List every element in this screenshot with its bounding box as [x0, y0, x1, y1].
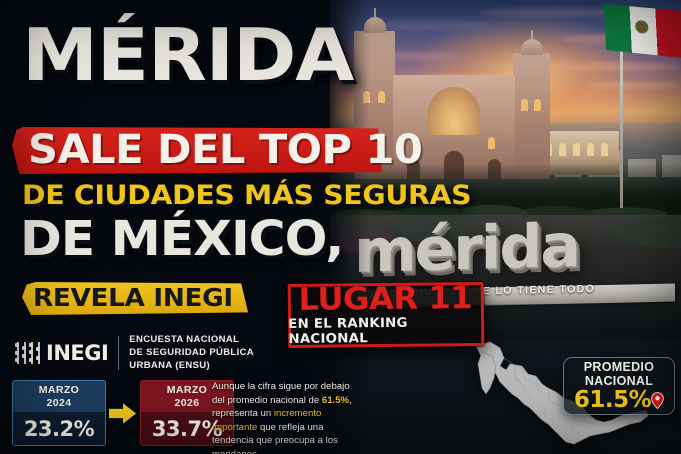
para-part-3: que refleja una tendencia que preocupa a… [212, 421, 338, 454]
source-row: INEGI ENCUESTA NACIONAL DE SEGURIDAD PÚB… [14, 334, 254, 372]
stat-period-2024: MARZO 2024 [13, 381, 105, 412]
stat-comparison: MARZO 2024 23.2% MARZO 2026 33.7% [12, 380, 234, 446]
stat-year-2024: 2024 [46, 396, 72, 409]
stat-month-2024: MARZO [38, 384, 80, 397]
cloud [360, 52, 460, 60]
body-paragraph: Aunque la cifra sigue por debajo del pro… [212, 380, 362, 454]
stat-month-2026: MARZO [166, 384, 208, 397]
abacus-icon [14, 342, 42, 365]
national-average-value-row: 61.5% [574, 389, 664, 412]
para-highlight-increase: incremento importante [212, 408, 322, 433]
national-average-label-line-1: PROMEDIO [583, 360, 655, 374]
rank-value: LUGAR 11 [298, 280, 473, 318]
cathedral-sunset-photo [330, 0, 681, 215]
national-average-value: 61.5% [573, 387, 652, 413]
stat-value-2024: 23.2% [13, 412, 105, 445]
stat-box-2026: MARZO 2026 33.7% [140, 380, 234, 446]
headline-line-3: DE CIUDADES MÁS SEGURAS [22, 180, 472, 211]
stat-box-2024: MARZO 2024 23.2% [12, 380, 106, 446]
yellow-banner [22, 282, 248, 315]
cloud [585, 82, 680, 89]
stat-year-2026: 2026 [174, 396, 200, 409]
national-average-label-line-2: NACIONAL [584, 374, 654, 388]
survey-line-2: DE SEGURIDAD PÚBLICA [129, 346, 254, 358]
rank-subtitle: EN EL RANKING NACIONAL [288, 315, 408, 348]
survey-name: ENCUESTA NACIONAL DE SEGURIDAD PÚBLICA U… [129, 334, 254, 372]
mexico-map [470, 336, 650, 454]
headline-line-4: DE MÉXICO, [20, 211, 344, 267]
stat-period-2026: MARZO 2026 [141, 381, 233, 412]
para-part-2: , representa un [212, 394, 352, 420]
headline-line-1: MÉRIDA [22, 13, 354, 97]
merida-sign-photo: mérida LA CIUDAD QUE LO TIENE TODO [330, 215, 681, 340]
survey-line-3: URBANA (ENSU) [129, 359, 211, 371]
national-average-badge: PROMEDIO NACIONAL 61.5% [563, 357, 675, 415]
left-gradient-overlay [0, 0, 370, 454]
cloud [520, 62, 680, 71]
cloud [370, 20, 490, 31]
headline-line-2: SALE DEL TOP 10 [28, 127, 423, 173]
inegi-logo: INEGI [14, 341, 109, 366]
headline-line-5: REVELA INEGI [33, 283, 233, 312]
national-average-label: PROMEDIO NACIONAL [584, 360, 654, 388]
stat-value-2026: 33.7% [141, 412, 233, 445]
map-pin-icon [651, 392, 664, 409]
cloud [480, 8, 630, 17]
rank-stamp: LUGAR 11 EN EL RANKING NACIONAL [287, 280, 485, 349]
divider [118, 336, 120, 371]
para-highlight-average: 61.5% [321, 394, 350, 406]
survey-line-1: ENCUESTA NACIONAL [129, 334, 240, 345]
arrow-icon [106, 402, 140, 424]
red-banner [12, 127, 382, 174]
inegi-wordmark: INEGI [46, 341, 109, 366]
para-part-1: Aunque la cifra sigue por debajo del pro… [212, 381, 350, 406]
